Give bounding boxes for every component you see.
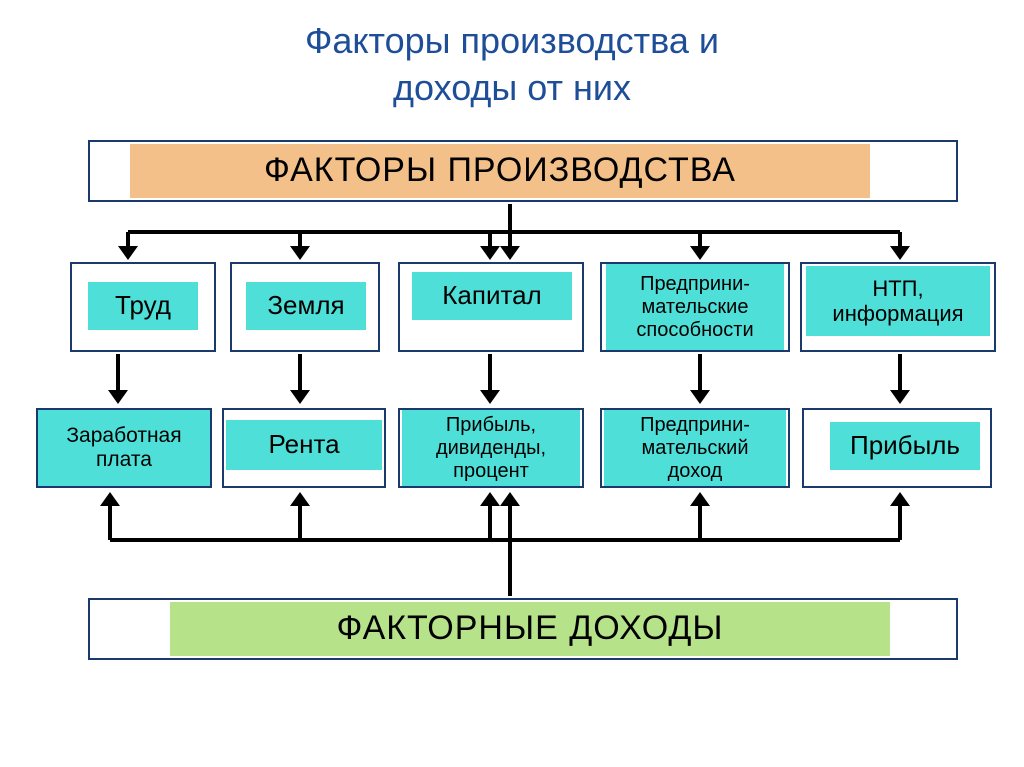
income-box-3: Предприни-мательскийдоход bbox=[604, 410, 786, 486]
income-box-1: Рента bbox=[226, 420, 382, 470]
diagram-canvas: ФАКТОРЫ ПРОИЗВОДСТВА ФАКТОРНЫЕ ДОХОДЫ Труд… bbox=[0, 0, 1024, 767]
factor-box-2: Капитал bbox=[412, 272, 572, 320]
income-box-2: Прибыль,дивиденды,процент bbox=[402, 410, 580, 486]
income-box-0: Заработнаяплата bbox=[38, 410, 210, 486]
factor-box-3: Предприни-мательскиеспособности bbox=[606, 264, 784, 350]
factor-box-4: НТП,информация bbox=[806, 266, 990, 336]
footer-box: ФАКТОРНЫЕ ДОХОДЫ bbox=[170, 602, 890, 656]
income-box-4: Прибыль bbox=[830, 422, 980, 470]
header-box: ФАКТОРЫ ПРОИЗВОДСТВА bbox=[130, 144, 870, 198]
factor-box-1: Земля bbox=[246, 282, 366, 330]
factor-box-0: Труд bbox=[88, 282, 198, 330]
